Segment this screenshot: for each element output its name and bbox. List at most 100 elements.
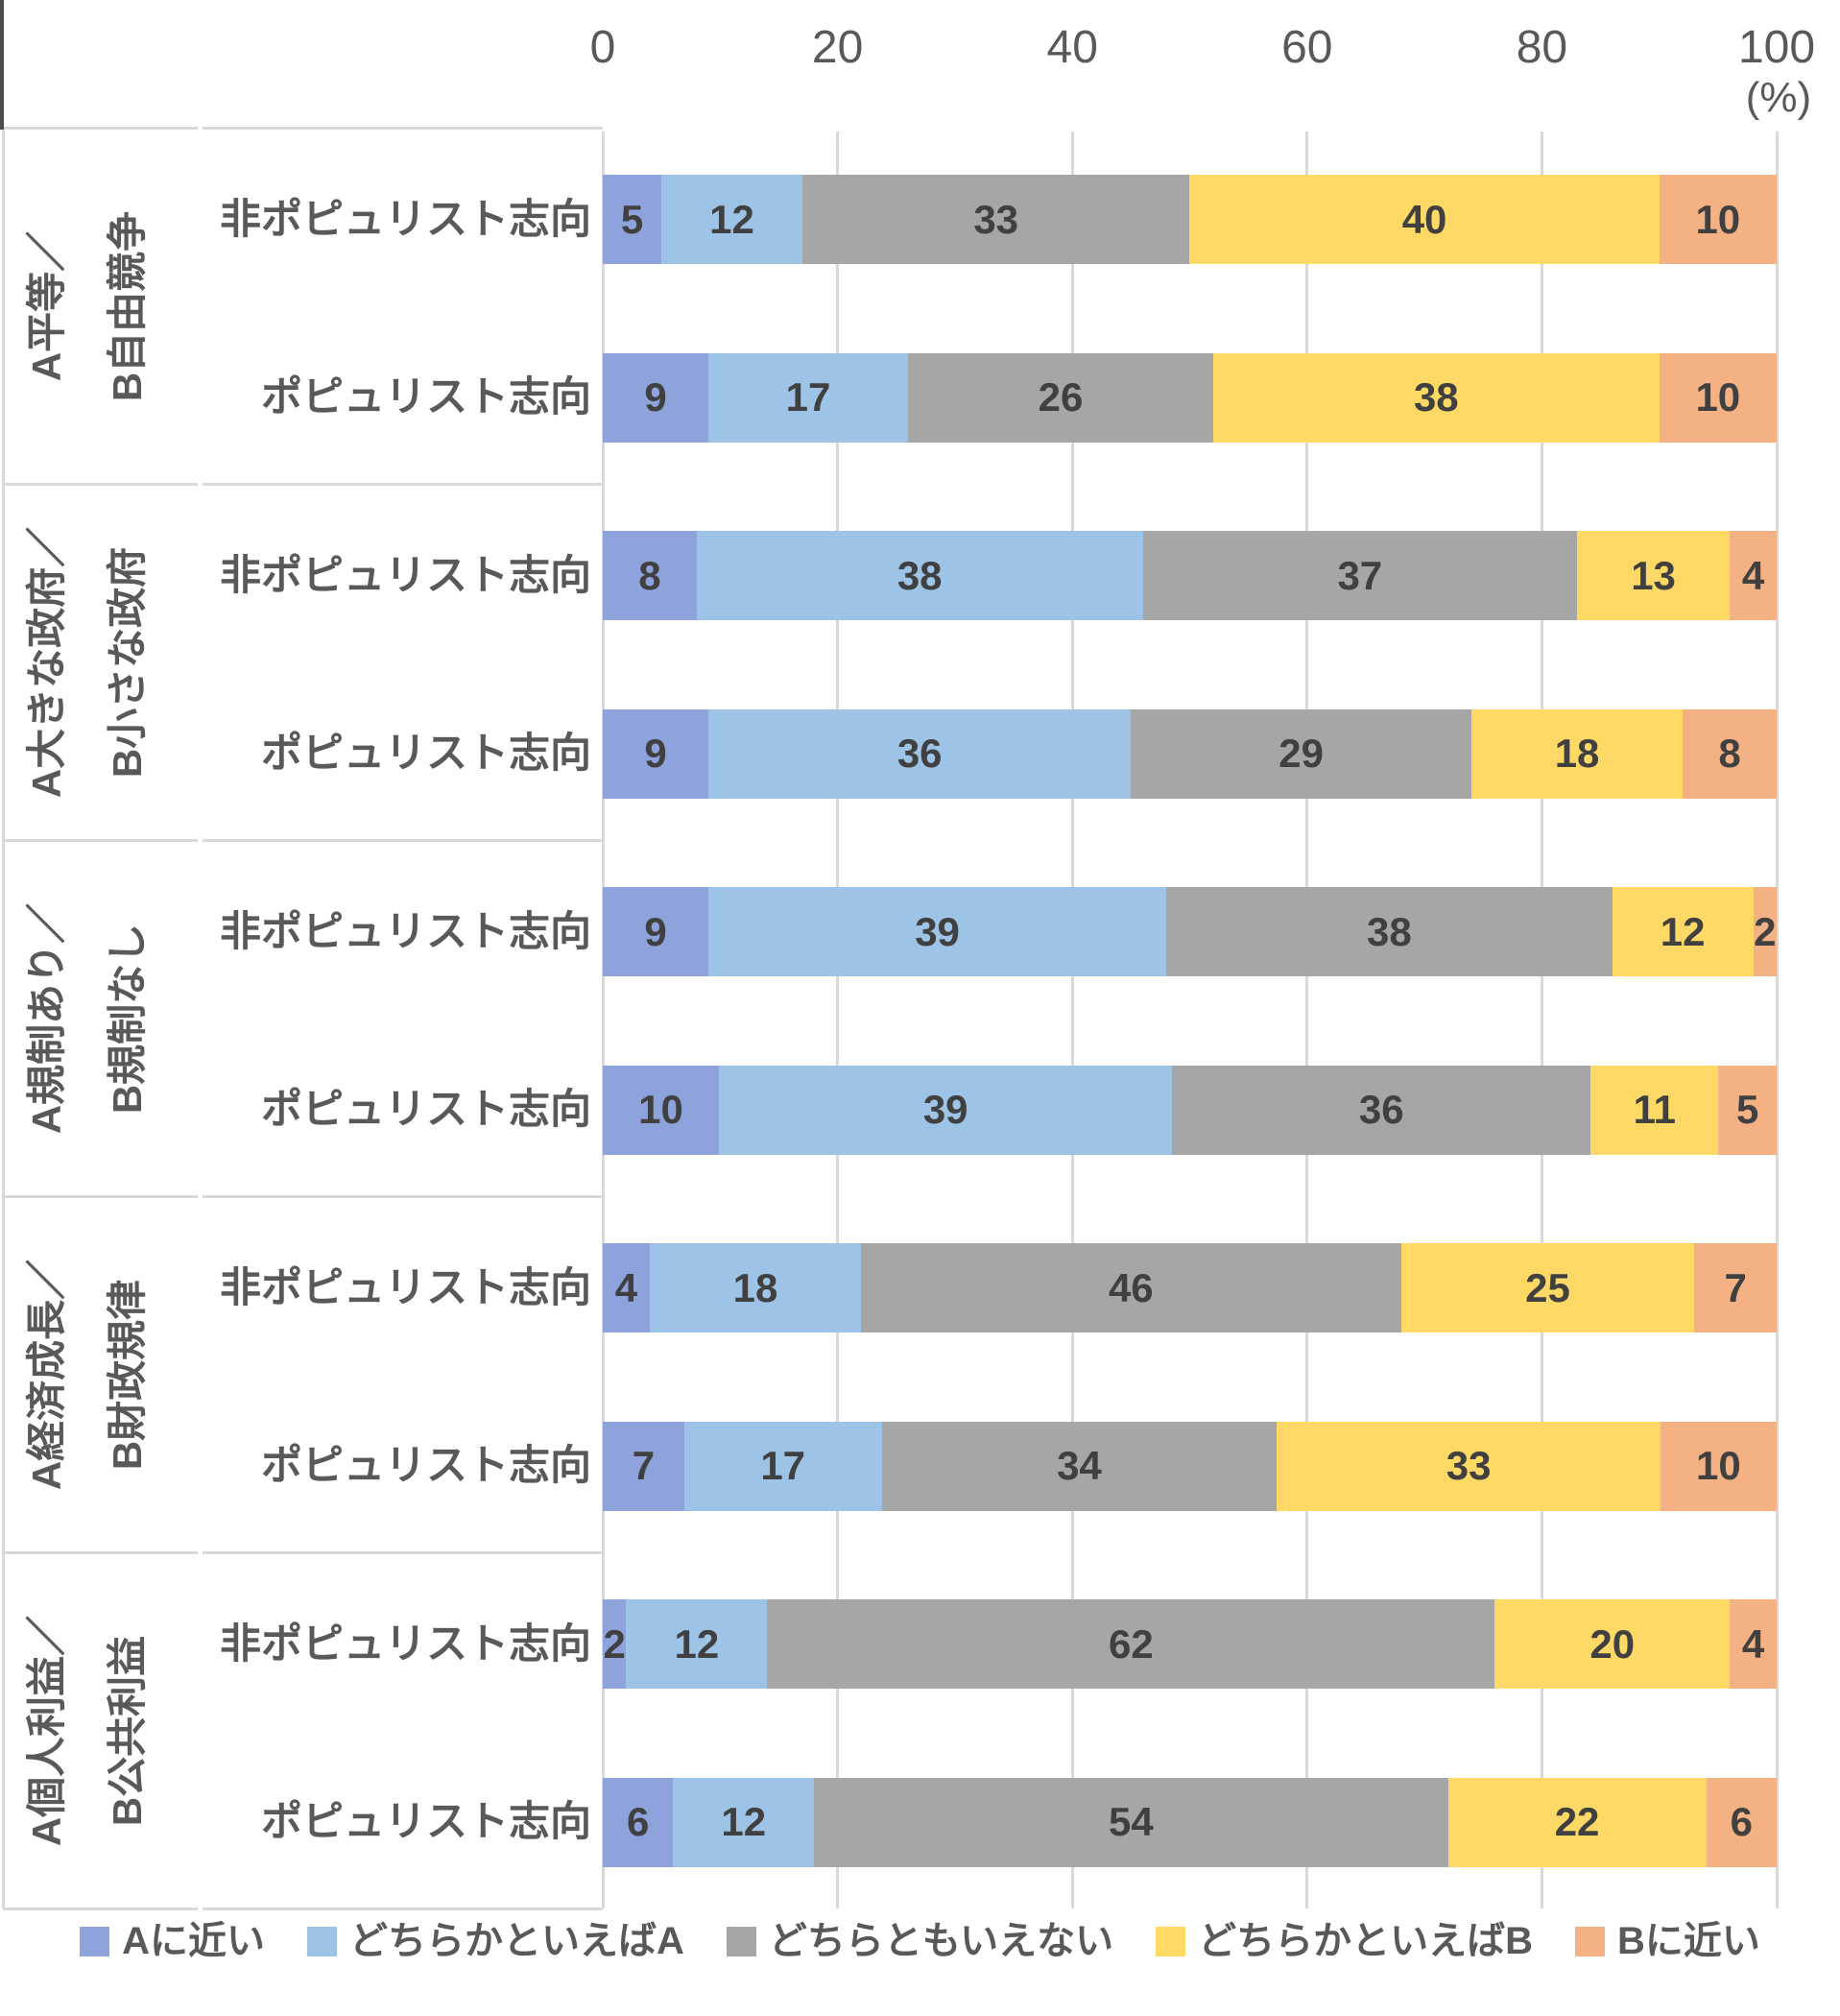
bar-segment: 33 bbox=[1277, 1421, 1661, 1511]
axis-tick-label: 100 bbox=[1737, 22, 1816, 73]
bar-segment: 22 bbox=[1447, 1777, 1707, 1867]
bar-segment: 38 bbox=[1166, 887, 1613, 976]
bar-segment: 11 bbox=[1590, 1065, 1719, 1155]
label-frame-line bbox=[3, 1194, 198, 1198]
group-label: A個人利益／ B公共利益 bbox=[24, 1615, 151, 1846]
bar-segment: 9 bbox=[603, 352, 709, 443]
bar-segment: 36 bbox=[1172, 1065, 1591, 1155]
bar-segment: 37 bbox=[1142, 531, 1578, 620]
bar-value-label: 12 bbox=[1660, 908, 1706, 954]
bar-segment: 10 bbox=[1659, 175, 1777, 264]
bar-segment: 38 bbox=[696, 531, 1143, 620]
bar-value-label: 29 bbox=[1278, 731, 1325, 776]
label-frame-line bbox=[3, 838, 198, 842]
bar-value-label: 12 bbox=[674, 1620, 720, 1667]
bar-segment: 29 bbox=[1131, 708, 1471, 799]
group-label-cell: A平等／ B自由競争 bbox=[3, 128, 200, 484]
axis-tick-label: 0 bbox=[589, 22, 616, 73]
label-frame-border bbox=[1, 128, 5, 1908]
bar-value-label: 8 bbox=[1718, 731, 1741, 776]
bar-segment: 18 bbox=[1470, 708, 1684, 799]
bar-segment: 54 bbox=[814, 1777, 1448, 1867]
bar-value-label: 46 bbox=[1108, 1264, 1154, 1310]
stacked-bar: 10 39 36 11 5 bbox=[603, 1065, 1777, 1155]
stacked-bar: 2 12 62 20 4 bbox=[603, 1599, 1777, 1689]
row-label: 非ポピュリスト志向 bbox=[220, 1264, 591, 1311]
bar-value-label: 22 bbox=[1554, 1799, 1600, 1844]
bar-value-label: 36 bbox=[896, 731, 943, 776]
bar-segment: 6 bbox=[603, 1777, 674, 1867]
label-frame-line bbox=[3, 126, 198, 130]
bar-segment: 12 bbox=[1612, 887, 1754, 976]
bar-value-label: 2 bbox=[1754, 908, 1777, 954]
legend-swatch bbox=[1156, 1926, 1186, 1956]
label-frame-line bbox=[3, 1907, 198, 1910]
bar-value-label: 38 bbox=[1367, 908, 1412, 954]
row-label: 非ポピュリスト志向 bbox=[220, 196, 591, 243]
bar-segment: 34 bbox=[881, 1421, 1278, 1511]
bar-value-label: 10 bbox=[1695, 196, 1741, 242]
bar-value-label: 4 bbox=[1741, 1620, 1765, 1667]
bar-segment: 5 bbox=[1718, 1065, 1777, 1155]
row-label: ポピュリスト志向 bbox=[261, 374, 591, 420]
bar-segment: 17 bbox=[683, 1421, 882, 1511]
stacked-bar: 5 12 33 40 10 bbox=[603, 175, 1777, 264]
row-label: ポピュリスト志向 bbox=[261, 1443, 591, 1489]
bar-value-label: 39 bbox=[915, 908, 960, 954]
bar-segment: 17 bbox=[708, 352, 908, 443]
bar-segment: 39 bbox=[719, 1065, 1173, 1155]
bar-value-label: 33 bbox=[1446, 1443, 1492, 1488]
bar-segment: 26 bbox=[907, 352, 1213, 443]
legend-label: どちらかといえばA bbox=[349, 1920, 684, 1962]
stacked-bar: 9 39 38 12 2 bbox=[603, 887, 1777, 976]
bar-value-label: 10 bbox=[1696, 1443, 1741, 1488]
bar-value-label: 62 bbox=[1108, 1620, 1154, 1667]
bar-segment: 13 bbox=[1577, 531, 1731, 620]
bar-segment: 6 bbox=[1706, 1777, 1777, 1867]
group-label-cell: A規制あり／ B規制なし bbox=[3, 840, 200, 1196]
bar-value-label: 20 bbox=[1589, 1620, 1636, 1667]
row-label: 非ポピュリスト志向 bbox=[220, 908, 591, 955]
bar-segment: 10 bbox=[1659, 352, 1777, 443]
bar-segment: 7 bbox=[603, 1421, 684, 1511]
gridline bbox=[1775, 132, 1779, 1908]
bar-segment: 46 bbox=[861, 1243, 1401, 1332]
gridline bbox=[601, 132, 605, 1908]
bar-value-label: 17 bbox=[760, 1443, 806, 1488]
bar-segment: 10 bbox=[1660, 1421, 1777, 1511]
bar-value-label: 8 bbox=[638, 552, 661, 598]
bar-value-label: 33 bbox=[973, 196, 1019, 242]
bar-value-label: 7 bbox=[632, 1443, 656, 1488]
bar-segment: 18 bbox=[649, 1243, 862, 1332]
bar-value-label: 6 bbox=[1730, 1799, 1753, 1844]
legend-swatch bbox=[80, 1926, 110, 1956]
bar-value-label: 12 bbox=[721, 1799, 767, 1844]
bar-value-label: 4 bbox=[1741, 552, 1765, 598]
stacked-bar: 8 38 37 13 4 bbox=[603, 531, 1777, 620]
legend-item: どちらともいえない bbox=[726, 1918, 1113, 1964]
label-frame-line bbox=[203, 1550, 603, 1554]
legend-item: どちらかといえばA bbox=[307, 1918, 684, 1964]
label-frame-line bbox=[3, 482, 198, 486]
label-frame-line bbox=[203, 838, 603, 842]
bar-segment: 10 bbox=[603, 1065, 720, 1155]
bar-segment: 62 bbox=[767, 1599, 1495, 1689]
group-label-cell: A個人利益／ B公共利益 bbox=[3, 1552, 200, 1908]
label-frame-line bbox=[203, 1907, 603, 1910]
bar-value-label: 6 bbox=[627, 1799, 650, 1844]
gridline bbox=[836, 132, 840, 1908]
axis-tick-label: 40 bbox=[1046, 22, 1098, 73]
bar-segment: 2 bbox=[1753, 887, 1777, 976]
bar-segment: 4 bbox=[1730, 531, 1777, 620]
bar-value-label: 26 bbox=[1038, 374, 1084, 420]
legend-swatch bbox=[307, 1926, 337, 1956]
label-frame-line bbox=[203, 1194, 603, 1198]
bar-value-label: 36 bbox=[1358, 1087, 1404, 1132]
legend-label: Aに近い bbox=[122, 1920, 265, 1962]
group-label: A経済成長／ B財政規律 bbox=[24, 1259, 151, 1490]
bar-segment: 9 bbox=[603, 887, 709, 976]
bar-value-label: 9 bbox=[644, 731, 667, 776]
bar-value-label: 37 bbox=[1337, 552, 1383, 598]
bar-value-label: 5 bbox=[620, 196, 644, 242]
bar-value-label: 11 bbox=[1633, 1087, 1677, 1132]
